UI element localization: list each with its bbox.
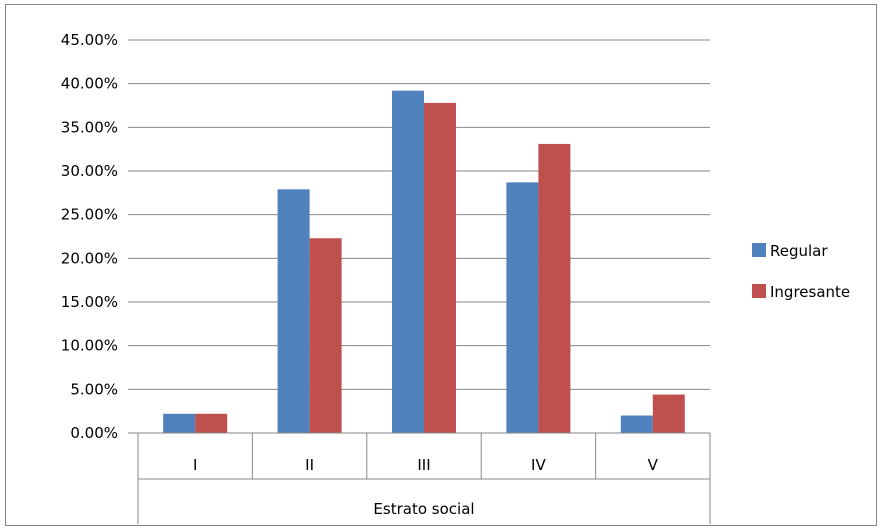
bar-regular-ii	[277, 189, 310, 433]
bars	[163, 90, 685, 434]
y-tick-label: 30.00%	[61, 162, 118, 180]
x-axis-title: Estrato social	[373, 500, 474, 518]
y-tick-label: 35.00%	[61, 118, 118, 136]
bar-regular-v	[620, 415, 653, 433]
y-tick-label: 40.00%	[61, 75, 118, 93]
bar-regular-iii	[392, 90, 424, 434]
bar-ingresante-iii	[424, 102, 456, 433]
x-category-label: II	[305, 456, 314, 474]
x-category-label: III	[417, 456, 430, 474]
y-tick-label: 10.00%	[61, 337, 118, 355]
y-tick-label: 0.00%	[70, 424, 118, 442]
y-tick-label: 45.00%	[61, 31, 118, 49]
x-category-label: IV	[531, 456, 546, 474]
y-tick-label: 15.00%	[61, 293, 118, 311]
legend: Regular Ingresante	[752, 242, 850, 301]
bar-regular-iv	[506, 182, 539, 433]
x-category-label: V	[648, 456, 659, 474]
legend-label-ingresante: Ingresante	[770, 283, 850, 301]
x-category-label: I	[193, 456, 197, 474]
bar-ingresante-iv	[538, 143, 571, 433]
y-tick-label: 20.00%	[61, 249, 118, 267]
legend-swatch-regular	[752, 243, 766, 257]
bar-ingresante-v	[652, 394, 685, 433]
y-tick-label: 25.00%	[61, 206, 118, 224]
legend-label-regular: Regular	[770, 242, 828, 260]
x-axis: I II III IV V	[137, 432, 711, 524]
bar-ingresante-ii	[309, 238, 342, 433]
y-tick-label: 5.00%	[70, 380, 118, 398]
legend-swatch-ingresante	[752, 284, 766, 298]
bar-ingresante-i	[195, 413, 228, 433]
bar-regular-i	[163, 413, 196, 433]
y-axis-tick-labels: 0.00% 5.00% 10.00% 15.00% 20.00% 25.00% 30.00%…	[61, 31, 118, 442]
